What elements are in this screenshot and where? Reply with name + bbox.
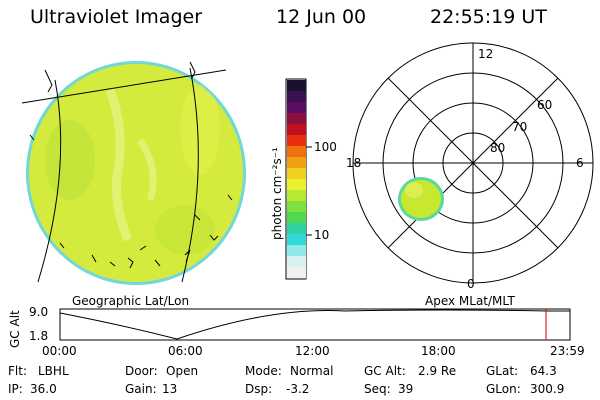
lat-label-80: 80 [490, 141, 506, 155]
colorbar-swatch [287, 168, 306, 180]
status-gain-key: Gain: [125, 382, 157, 396]
geographic-label: Geographic Lat/Lon [72, 294, 190, 308]
colorbar-swatch [287, 256, 306, 268]
header-time: 22:55:19 UT [430, 6, 547, 28]
altitude-xtick: 12:00 [295, 344, 330, 358]
colorbar-swatch [287, 157, 306, 169]
altitude-xtick: 06:00 [168, 344, 203, 358]
polar-plot [352, 42, 594, 284]
status-gcalt-key: GC Alt: [364, 364, 406, 378]
colorbar-swatch [287, 201, 306, 213]
status-gcalt-val: 2.9 Re [418, 364, 457, 378]
altitude-xtick: 23:59 [550, 344, 585, 358]
colorbar-swatch [287, 91, 306, 103]
altitude-xtick: 00:00 [42, 344, 77, 358]
colorbar [285, 78, 312, 280]
colorbar-tick-100: 100 [314, 140, 337, 154]
altitude-ylabel: GC Alt [8, 310, 22, 348]
lat-label-60: 60 [537, 98, 553, 112]
altitude-ymin: 1.8 [29, 329, 49, 343]
status-flt-key: Flt: [8, 364, 27, 378]
status-ip-val: 36.0 [30, 382, 57, 396]
status-ip-key: IP: [8, 382, 23, 396]
colorbar-swatch [287, 179, 306, 191]
status-glon-key: GLon: [486, 382, 521, 396]
colorbar-tick-10: 10 [314, 228, 330, 242]
colorbar-swatch [287, 212, 306, 224]
status-glat-val: 64.3 [530, 364, 557, 378]
colorbar-swatch [287, 190, 306, 202]
colorbar-swatch [287, 223, 306, 235]
status-glon-val: 300.9 [530, 382, 565, 396]
colorbar-swatch [287, 267, 306, 279]
colorbar-swatch [287, 146, 306, 158]
colorbar-swatch [287, 135, 306, 147]
altitude-xtick: 18:00 [421, 344, 456, 358]
header-date: 12 Jun 00 [276, 6, 367, 28]
status-door-val: Open [166, 364, 199, 378]
app-title: Ultraviolet Imager [30, 6, 203, 28]
mlt-label-12: 12 [478, 47, 494, 61]
status-seq-val: 39 [398, 382, 414, 396]
uv-earth-disk [21, 61, 246, 285]
mlt-label-18: 18 [346, 156, 362, 170]
status-door-key: Door: [125, 364, 158, 378]
mlt-label-6: 6 [576, 156, 584, 170]
colorbar-swatch [287, 113, 306, 125]
status-dsp-val: -3.2 [286, 382, 310, 396]
status-dsp-key: Dsp: [245, 382, 273, 396]
colorbar-swatch [287, 102, 306, 114]
status-flt-val: LBHL [38, 364, 69, 378]
colorbar-swatch [287, 80, 306, 92]
colorbar-swatch [287, 245, 306, 257]
status-gain-val: 13 [162, 382, 178, 396]
mlt-label-0: 0 [467, 277, 475, 291]
colorbar-unit-label: photon cm⁻²s⁻¹ [270, 147, 284, 240]
status-mode-key: Mode: [245, 364, 282, 378]
status-seq-key: Seq: [364, 382, 391, 396]
altitude-ymax: 9.0 [29, 305, 49, 319]
altitude-plot [59, 308, 571, 341]
apex-label: Apex MLat/MLT [425, 294, 515, 308]
colorbar-swatch [287, 124, 306, 136]
status-glat-key: GLat: [486, 364, 519, 378]
lat-label-70: 70 [512, 120, 528, 134]
status-mode-val: Normal [290, 364, 334, 378]
colorbar-swatch [287, 234, 306, 246]
